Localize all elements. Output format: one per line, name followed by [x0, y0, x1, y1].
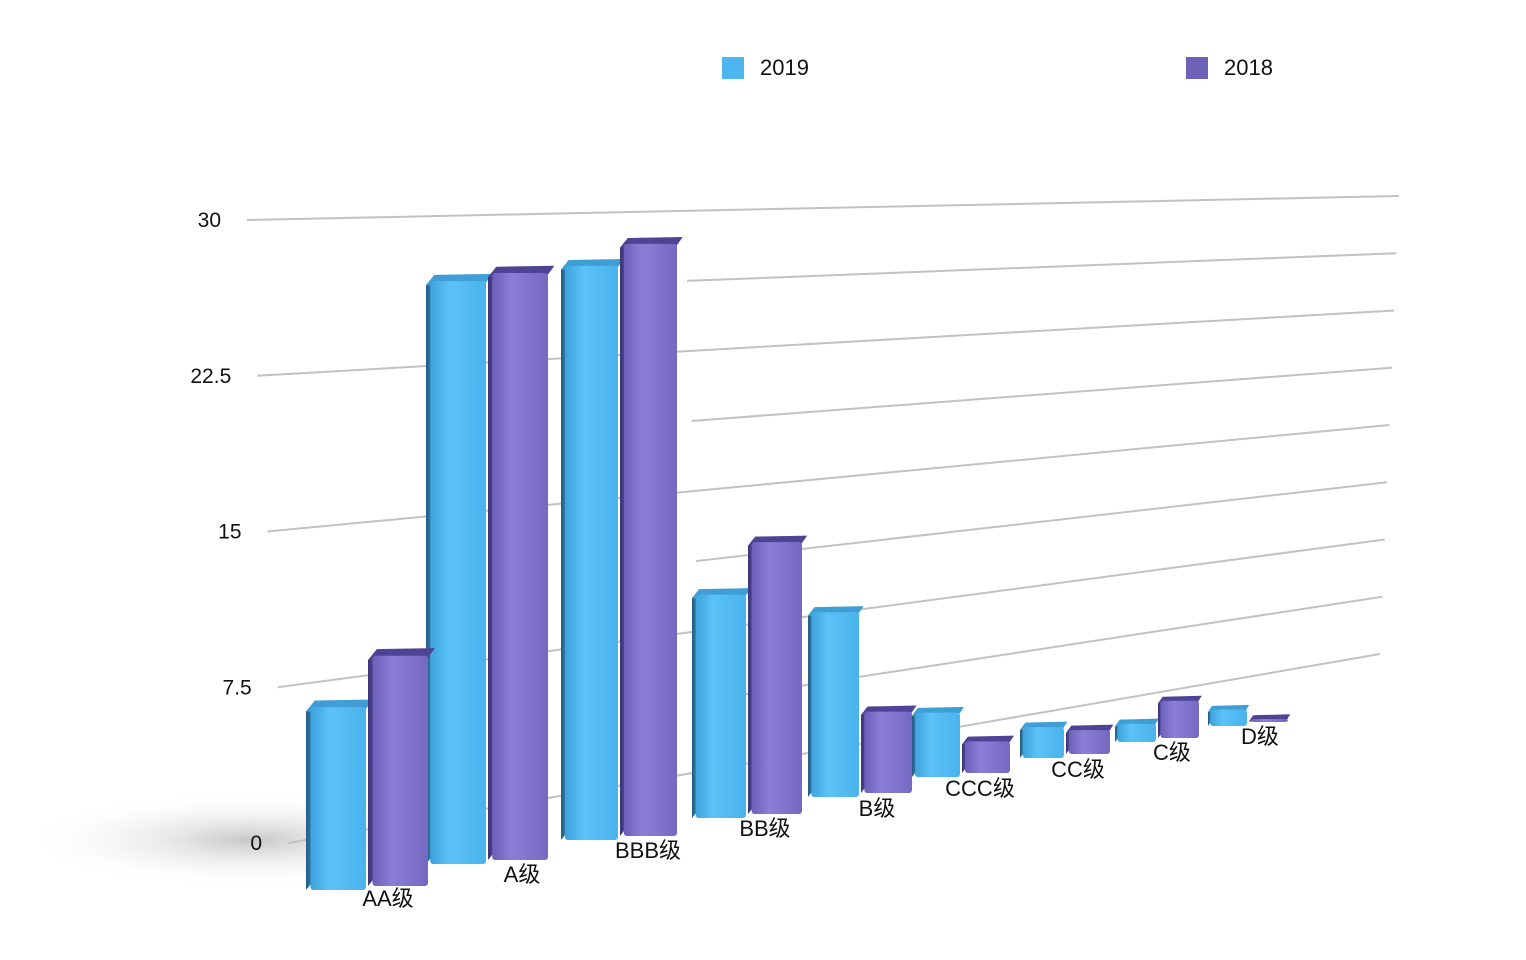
- x-tick-label: AA级: [362, 886, 413, 911]
- bar-front: [965, 741, 1010, 773]
- bar-front: [1068, 730, 1110, 754]
- bar-front: [1022, 727, 1064, 758]
- bar: [748, 535, 808, 814]
- bar: [692, 588, 752, 818]
- bar: [861, 705, 917, 793]
- y-tick-label: 7.5: [223, 676, 252, 699]
- bar-front: [372, 655, 428, 886]
- y-tick-label: 30: [198, 209, 221, 232]
- bar: [912, 706, 964, 777]
- x-tick-label: B级: [859, 796, 896, 821]
- x-tick-label: BBB级: [615, 838, 681, 863]
- legend-item-2019: 2019: [722, 55, 809, 80]
- legend-item-2018: 2018: [1186, 55, 1273, 80]
- bar: [1158, 695, 1202, 738]
- gridline: [246, 195, 1400, 221]
- x-tick-label: A级: [504, 862, 541, 887]
- bar: [561, 259, 624, 840]
- x-tick-label: D级: [1241, 724, 1279, 749]
- gridline: [691, 366, 1392, 422]
- y-tick-label: 15: [218, 521, 241, 544]
- bar-front: [310, 707, 366, 890]
- bar: [620, 237, 683, 836]
- gridline: [700, 595, 1383, 703]
- bar: [426, 273, 493, 865]
- gridline: [696, 481, 1388, 563]
- bar-front: [623, 243, 677, 836]
- x-tick-label: BB级: [739, 816, 790, 841]
- bar: [1115, 718, 1159, 742]
- x-tick-label: C级: [1153, 740, 1191, 765]
- bar: [1020, 721, 1068, 758]
- bar-front: [695, 594, 746, 818]
- bar: [962, 735, 1014, 773]
- legend-swatch-2019: [722, 57, 744, 79]
- x-tick-label: CC级: [1051, 757, 1105, 782]
- bar-front: [564, 265, 618, 840]
- bar: [1066, 724, 1114, 754]
- bar-front: [492, 272, 548, 861]
- bar-front: [811, 612, 859, 797]
- bar-front: [1117, 723, 1156, 742]
- y-tick-label: 22.5: [190, 365, 231, 388]
- bar-front: [430, 281, 486, 865]
- bar-front: [864, 711, 912, 793]
- bar: [306, 699, 373, 890]
- bar-front: [1160, 700, 1199, 738]
- gridline: [686, 252, 1397, 282]
- bar: [1249, 714, 1291, 722]
- bar: [488, 265, 555, 861]
- bar: [808, 606, 864, 797]
- bar-front: [751, 542, 802, 814]
- y-tick-label: 0: [250, 832, 262, 855]
- bar-front: [915, 712, 960, 777]
- bar: [368, 648, 435, 886]
- legend-label-2019: 2019: [760, 55, 809, 80]
- bar-front: [1251, 719, 1288, 722]
- bar: [1208, 704, 1250, 726]
- legend-swatch-2018: [1186, 57, 1208, 79]
- legend-label-2018: 2018: [1224, 55, 1273, 80]
- bar-front: [1210, 709, 1247, 726]
- x-tick-label: CCC级: [945, 776, 1015, 801]
